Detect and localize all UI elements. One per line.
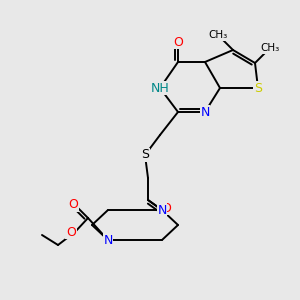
Text: N: N xyxy=(157,203,167,217)
Text: O: O xyxy=(66,226,76,238)
Text: S: S xyxy=(254,82,262,94)
Text: O: O xyxy=(173,35,183,49)
Text: O: O xyxy=(68,199,78,212)
Text: S: S xyxy=(141,148,149,161)
Text: CH₃: CH₃ xyxy=(208,30,228,40)
Text: N: N xyxy=(103,233,113,247)
Text: O: O xyxy=(161,202,171,214)
Text: CH₃: CH₃ xyxy=(260,43,280,53)
Text: N: N xyxy=(200,106,210,118)
Text: NH: NH xyxy=(151,82,169,94)
